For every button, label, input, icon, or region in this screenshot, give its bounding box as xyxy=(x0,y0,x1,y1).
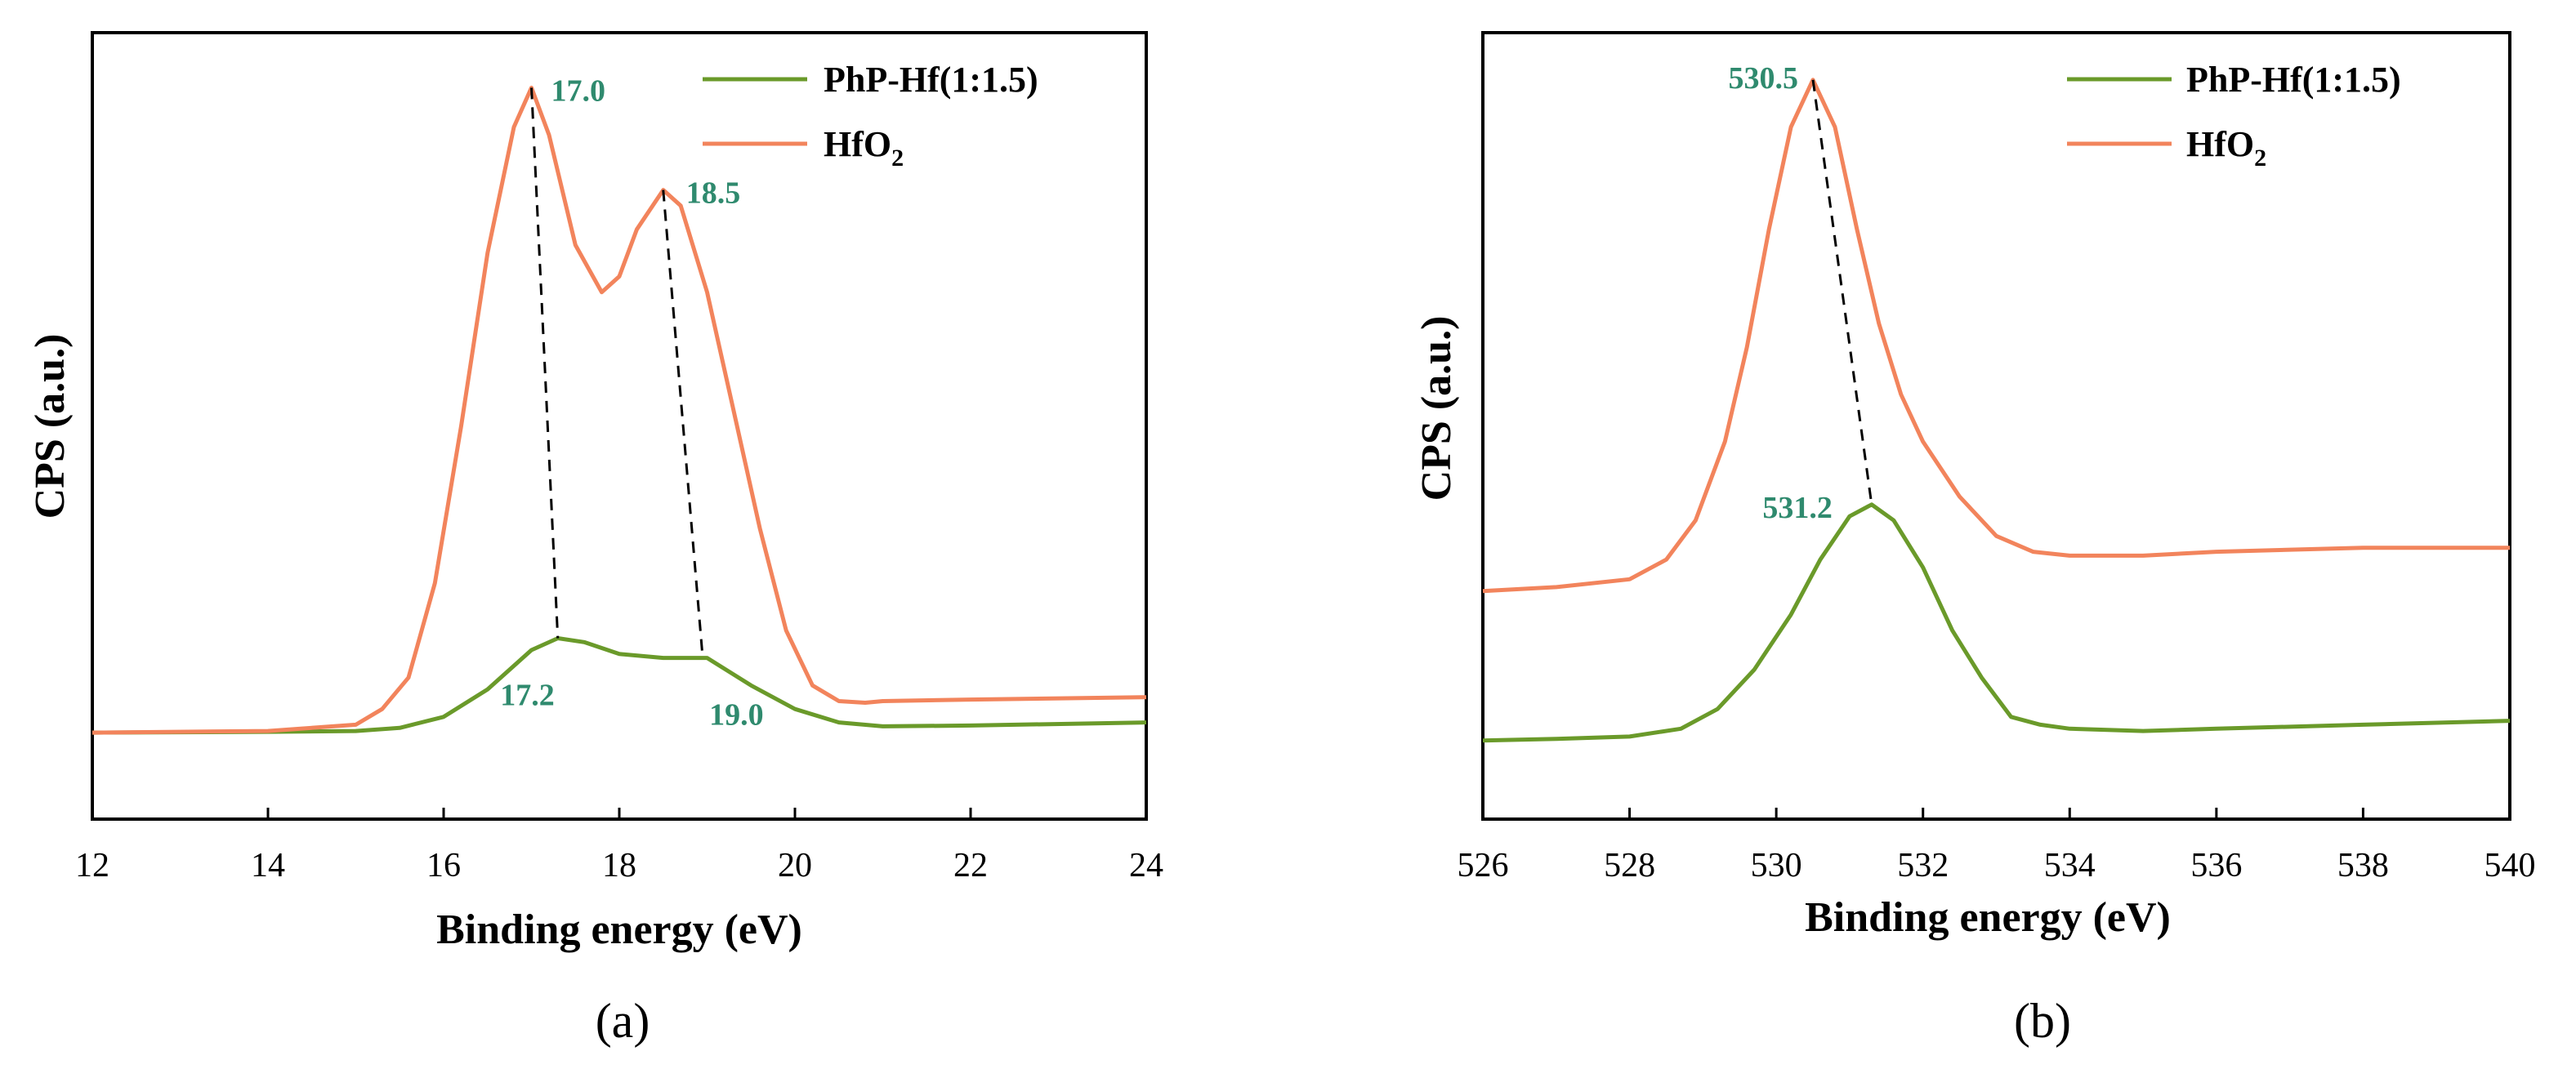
legend-b: PhP-Hf(1:1.5) HfO2 xyxy=(2067,60,2401,172)
legend-label-hfo2-a: HfO2 xyxy=(824,124,904,172)
x-tick-label: 22 xyxy=(953,847,988,884)
plot-frame-b xyxy=(1481,31,2511,821)
peak-annotations-a: 17.0 18.5 17.2 19.0 xyxy=(500,74,763,732)
peak-label-17-2: 17.2 xyxy=(500,679,555,713)
x-tick-label: 526 xyxy=(1458,847,1509,884)
panel-label-b: (b) xyxy=(2014,994,2071,1048)
legend-a: PhP-Hf(1:1.5) HfO2 xyxy=(703,60,1038,172)
series-line-hfo2-a xyxy=(92,85,1147,735)
x-tick-label: 14 xyxy=(251,847,285,884)
x-tick-label: 540 xyxy=(2484,847,2536,884)
x-ticks-a: 12 14 16 18 20 22 24 xyxy=(75,808,1163,884)
plot-area-b xyxy=(1482,78,2511,743)
panel-b: 526 528 530 532 534 536 538 540 Binding energy … xyxy=(1413,31,2536,1048)
x-tick-label: 24 xyxy=(1129,847,1163,884)
y-axis-label-a: CPS (a.u.) xyxy=(27,334,74,519)
peak-annotations-b: 530.5 531.2 xyxy=(1729,61,1833,525)
x-tick-label: 538 xyxy=(2337,847,2389,884)
panel-a: 12 14 16 18 20 22 24 Binding energy (eV) CPS (… xyxy=(27,31,1163,1048)
legend-label-php-hf-b: PhP-Hf(1:1.5) xyxy=(2186,60,2401,100)
peak-label-530-5: 530.5 xyxy=(1729,61,1799,96)
y-axis-label-b: CPS (a.u.) xyxy=(1413,316,1460,501)
peak-shift-connector-a-0 xyxy=(530,87,560,639)
x-tick-label: 18 xyxy=(602,847,636,884)
peak-shift-connector-b-0 xyxy=(1811,79,1873,506)
x-tick-label: 534 xyxy=(2044,847,2096,884)
x-tick-label: 12 xyxy=(75,847,109,884)
x-tick-label: 532 xyxy=(1897,847,1949,884)
x-tick-label: 528 xyxy=(1604,847,1655,884)
x-tick-label: 530 xyxy=(1751,847,1802,884)
series-line-php-hf-b xyxy=(1482,502,2511,743)
peak-label-19-0: 19.0 xyxy=(709,698,764,733)
panel-label-a: (a) xyxy=(596,994,650,1048)
x-tick-label: 16 xyxy=(426,847,461,884)
peak-label-531-2: 531.2 xyxy=(1762,491,1833,525)
peak-label-17-0: 17.0 xyxy=(551,74,606,108)
plot-area-a xyxy=(92,85,1147,735)
x-axis-label-b: Binding energy (eV) xyxy=(1805,894,2171,941)
x-ticks-b: 526 528 530 532 534 536 538 540 xyxy=(1458,808,2536,884)
x-tick-label: 20 xyxy=(778,847,812,884)
legend-label-hfo2-b: HfO2 xyxy=(2186,124,2266,172)
x-axis-label-a: Binding energy (eV) xyxy=(436,906,802,953)
legend-label-php-hf-a: PhP-Hf(1:1.5) xyxy=(824,60,1038,100)
x-tick-label: 536 xyxy=(2190,847,2242,884)
series-line-php-hf-a xyxy=(92,636,1147,735)
peak-label-18-5: 18.5 xyxy=(686,176,741,211)
series-line-hfo2-b xyxy=(1482,78,2510,594)
